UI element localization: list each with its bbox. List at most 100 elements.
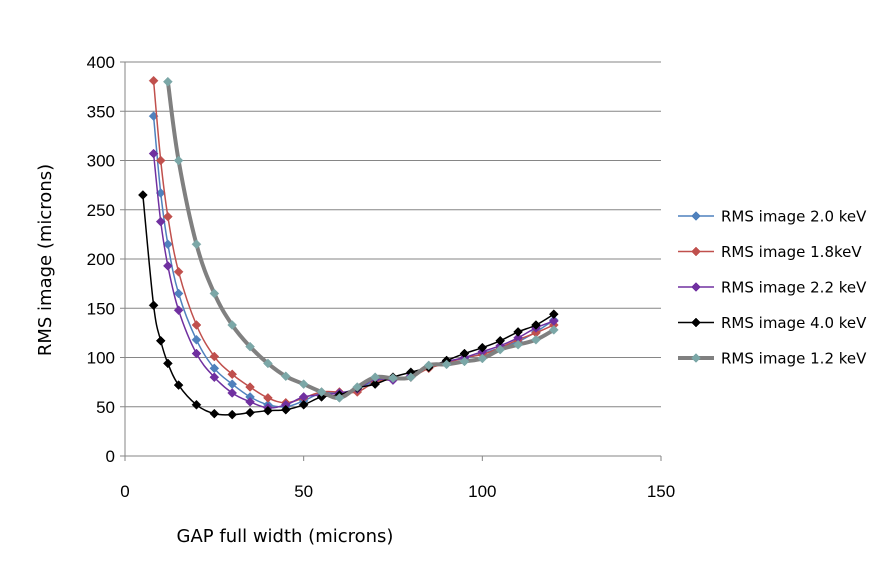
data-point <box>388 373 398 384</box>
data-point <box>245 382 255 392</box>
data-point <box>280 404 291 415</box>
data-point <box>245 396 255 407</box>
data-point <box>263 393 273 403</box>
data-point <box>263 358 273 369</box>
legend-item: RMS image 1.2 keV <box>678 350 867 368</box>
data-point <box>406 372 416 383</box>
x-tick-label: 100 <box>468 482 496 501</box>
legend-marker <box>691 211 701 221</box>
data-point <box>173 288 184 299</box>
data-point <box>173 266 184 277</box>
y-tick-label: 350 <box>87 102 115 121</box>
data-point <box>163 76 173 87</box>
data-point <box>370 372 380 383</box>
data-point <box>148 148 159 159</box>
data-point <box>245 407 255 418</box>
y-tick-label: 250 <box>87 201 115 220</box>
data-point <box>513 327 523 337</box>
data-point <box>163 358 173 369</box>
data-point <box>280 371 291 382</box>
data-point <box>163 261 173 271</box>
data-point <box>209 408 220 419</box>
legend-item: RMS image 1.8keV <box>678 243 862 261</box>
data-point <box>155 335 166 346</box>
series-line <box>152 116 555 408</box>
data-point <box>334 393 345 403</box>
data-point <box>316 387 327 397</box>
data-point <box>155 155 166 166</box>
data-point <box>495 344 506 355</box>
data-point <box>138 190 148 200</box>
data-point <box>548 309 559 320</box>
y-tick-label: 100 <box>87 349 115 368</box>
data-point <box>513 339 523 350</box>
data-point <box>298 399 309 410</box>
data-point <box>298 379 309 389</box>
data-point <box>191 239 202 250</box>
series-5 <box>163 76 559 403</box>
data-point <box>148 75 159 86</box>
data-point <box>352 382 363 392</box>
data-point <box>173 155 184 166</box>
series-1 <box>148 111 559 412</box>
legend: RMS image 2.0 keV RMS image 1.8keV RMS ima… <box>678 208 867 368</box>
data-point <box>173 305 184 316</box>
data-point <box>227 320 238 330</box>
data-point <box>245 341 255 352</box>
x-tick-label: 150 <box>647 482 675 501</box>
y-tick-label: 50 <box>96 398 115 417</box>
legend-marker <box>691 353 701 363</box>
data-point <box>548 325 559 335</box>
data-point <box>227 388 238 398</box>
x-tick-label: 0 <box>120 482 129 501</box>
data-point <box>370 379 380 389</box>
data-point <box>477 342 488 353</box>
data-point <box>191 399 202 410</box>
data-point <box>191 348 202 359</box>
legend-label: RMS image 2.0 keV <box>721 208 867 226</box>
y-tick-label: 0 <box>106 447 115 466</box>
legend-marker <box>691 317 701 328</box>
data-point <box>227 369 238 380</box>
legend-label: RMS image 1.8keV <box>721 243 862 261</box>
y-tick-label: 300 <box>87 152 115 171</box>
legend-item: RMS image 2.0 keV <box>678 208 867 226</box>
data-point <box>441 359 452 370</box>
data-point <box>209 351 220 362</box>
data-point <box>148 300 159 311</box>
data-point <box>459 356 470 367</box>
data-point <box>531 334 541 345</box>
legend-label: RMS image 1.2 keV <box>721 350 867 368</box>
x-tick-label: 50 <box>294 482 313 501</box>
legend-marker <box>691 282 701 292</box>
data-point <box>423 360 434 371</box>
y-tick-label: 200 <box>87 250 115 269</box>
y-axis-title: RMS image (microns) <box>35 164 56 356</box>
data-point <box>163 239 173 250</box>
data-point <box>163 211 173 222</box>
series-line <box>142 194 555 416</box>
data-point <box>227 409 238 420</box>
x-axis-title: GAP full width (microns) <box>177 526 394 547</box>
data-point <box>155 216 166 227</box>
series-4 <box>138 190 559 420</box>
data-point <box>477 353 488 364</box>
data-point <box>191 320 202 330</box>
y-tick-label: 150 <box>87 299 115 318</box>
y-tick-label: 400 <box>87 53 115 72</box>
data-point <box>209 288 220 299</box>
legend-item: RMS image 4.0 keV <box>678 314 867 332</box>
data-point <box>531 320 541 330</box>
legend-item: RMS image 2.2 keV <box>678 279 867 297</box>
legend-label: RMS image 2.2 keV <box>721 279 867 297</box>
tick-labels: 0 50 100 150 200 250 300 350 400 0 50 100 150 <box>87 53 676 501</box>
series-line <box>165 81 555 400</box>
data-point <box>263 405 273 416</box>
series-group <box>138 75 559 420</box>
data-point <box>191 334 202 345</box>
data-point <box>209 372 220 383</box>
data-point <box>173 380 184 390</box>
legend-label: RMS image 4.0 keV <box>721 314 867 332</box>
legend-marker <box>691 246 701 257</box>
